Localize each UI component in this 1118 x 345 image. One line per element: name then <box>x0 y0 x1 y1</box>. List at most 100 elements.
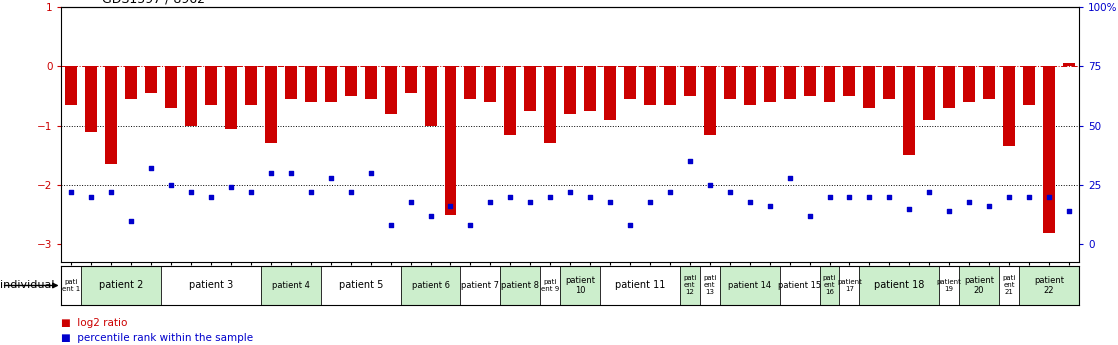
Point <box>162 182 180 188</box>
Point <box>342 189 360 195</box>
Bar <box>863 66 875 108</box>
Bar <box>544 66 557 144</box>
Text: patient 4: patient 4 <box>272 281 310 290</box>
Point <box>302 189 320 195</box>
Bar <box>445 66 456 215</box>
Point <box>920 189 938 195</box>
FancyBboxPatch shape <box>82 266 161 305</box>
Text: patient 6: patient 6 <box>411 281 449 290</box>
FancyBboxPatch shape <box>819 266 840 305</box>
Bar <box>944 66 955 108</box>
Text: patient 2: patient 2 <box>100 280 143 290</box>
Bar <box>644 66 656 105</box>
Point <box>780 175 798 181</box>
Bar <box>964 66 975 102</box>
Bar <box>923 66 936 120</box>
Point <box>841 194 859 200</box>
Text: patient
17: patient 17 <box>837 279 862 292</box>
Point <box>103 189 121 195</box>
FancyBboxPatch shape <box>260 266 321 305</box>
Bar <box>305 66 316 102</box>
Bar <box>484 66 496 102</box>
FancyBboxPatch shape <box>939 266 959 305</box>
Text: pati
ent
13: pati ent 13 <box>703 276 717 295</box>
Text: patient
10: patient 10 <box>566 276 595 295</box>
Bar <box>1023 66 1035 105</box>
Point <box>561 189 579 195</box>
Point <box>741 199 759 204</box>
Point <box>202 194 220 200</box>
FancyBboxPatch shape <box>720 266 779 305</box>
Point <box>622 223 639 228</box>
Point <box>601 199 619 204</box>
Bar <box>125 66 138 99</box>
Bar <box>624 66 636 99</box>
Bar <box>145 66 158 93</box>
Text: patient
20: patient 20 <box>964 276 994 295</box>
Point <box>362 170 380 176</box>
Bar <box>285 66 297 99</box>
Bar <box>664 66 676 105</box>
Bar <box>464 66 476 99</box>
FancyBboxPatch shape <box>501 266 540 305</box>
FancyBboxPatch shape <box>700 266 720 305</box>
Bar <box>85 66 97 131</box>
Point <box>821 194 838 200</box>
FancyBboxPatch shape <box>560 266 600 305</box>
Bar <box>883 66 896 99</box>
Text: patient 5: patient 5 <box>339 280 382 290</box>
Bar <box>983 66 995 99</box>
Text: GDS1597 / 8962: GDS1597 / 8962 <box>102 0 206 6</box>
FancyBboxPatch shape <box>1018 266 1079 305</box>
Text: patient 7: patient 7 <box>462 281 500 290</box>
Point <box>521 199 539 204</box>
Bar <box>804 66 815 96</box>
Point <box>482 199 500 204</box>
Point <box>641 199 659 204</box>
Point <box>940 208 958 214</box>
Text: patient 18: patient 18 <box>874 280 925 290</box>
Bar <box>66 66 77 105</box>
Text: patient 14: patient 14 <box>728 281 771 290</box>
Point <box>122 218 140 224</box>
Bar <box>186 66 197 126</box>
Text: pati
ent 1: pati ent 1 <box>63 279 80 292</box>
Point <box>462 223 480 228</box>
Bar <box>704 66 716 135</box>
Point <box>861 194 879 200</box>
Point <box>142 166 160 171</box>
Bar <box>405 66 417 93</box>
Bar <box>584 66 596 111</box>
Text: pati
ent
16: pati ent 16 <box>823 276 836 295</box>
Text: ■  percentile rank within the sample: ■ percentile rank within the sample <box>61 333 254 343</box>
FancyBboxPatch shape <box>540 266 560 305</box>
Bar <box>265 66 277 144</box>
Bar <box>165 66 177 108</box>
Bar <box>684 66 695 96</box>
FancyBboxPatch shape <box>999 266 1018 305</box>
Bar <box>565 66 576 114</box>
FancyBboxPatch shape <box>461 266 501 305</box>
Text: pati
ent
21: pati ent 21 <box>1003 276 1016 295</box>
Point <box>960 199 978 204</box>
Point <box>222 185 240 190</box>
Point <box>243 189 260 195</box>
Point <box>262 170 280 176</box>
Point <box>701 182 719 188</box>
Point <box>282 170 300 176</box>
Bar <box>1003 66 1015 146</box>
Text: pati
ent 9: pati ent 9 <box>541 279 559 292</box>
Point <box>980 204 998 209</box>
Point <box>421 213 439 219</box>
Text: patient 3: patient 3 <box>189 280 234 290</box>
Point <box>900 206 918 211</box>
FancyBboxPatch shape <box>779 266 819 305</box>
Point <box>322 175 340 181</box>
Bar <box>364 66 377 99</box>
FancyBboxPatch shape <box>321 266 400 305</box>
Bar <box>723 66 736 99</box>
Bar <box>784 66 796 99</box>
FancyBboxPatch shape <box>860 266 939 305</box>
Text: ■  log2 ratio: ■ log2 ratio <box>61 318 127 327</box>
Text: individual: individual <box>0 280 55 290</box>
